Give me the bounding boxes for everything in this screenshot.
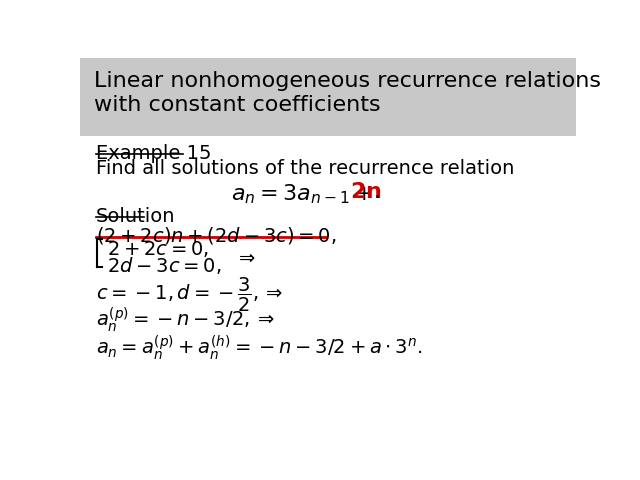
Text: $a_n = a_n^{(p)} + a_n^{(h)} = -n - 3/2 + a \cdot 3^n.$: $a_n = a_n^{(p)} + a_n^{(h)} = -n - 3/2 …	[95, 333, 422, 362]
FancyBboxPatch shape	[80, 58, 576, 136]
Text: $\mathbf{2n}$: $\mathbf{2n}$	[349, 182, 381, 203]
Text: $c = -1, d = -\dfrac{3}{2},\Rightarrow$: $c = -1, d = -\dfrac{3}{2},\Rightarrow$	[95, 276, 283, 314]
Text: $2 + 2c = 0,$: $2 + 2c = 0,$	[107, 239, 209, 259]
Text: $a_n = 3a_{n-1} + $: $a_n = 3a_{n-1} + $	[231, 182, 372, 206]
Text: Example 15: Example 15	[95, 144, 211, 163]
Text: $\Rightarrow$: $\Rightarrow$	[235, 248, 256, 267]
Text: $2d - 3c = 0,$: $2d - 3c = 0,$	[107, 255, 221, 276]
Text: $.$: $.$	[373, 182, 380, 203]
Text: $(2 + 2c)n + (2d - 3c) = 0,$: $(2 + 2c)n + (2d - 3c) = 0,$	[95, 226, 336, 246]
Text: Solution: Solution	[95, 207, 175, 226]
Text: Linear nonhomogeneous recurrence relations
with constant coefficients: Linear nonhomogeneous recurrence relatio…	[94, 72, 601, 115]
Text: $a_n^{(p)} = -n - 3/2,\Rightarrow$: $a_n^{(p)} = -n - 3/2,\Rightarrow$	[95, 306, 274, 334]
Text: Find all solutions of the recurrence relation: Find all solutions of the recurrence rel…	[95, 159, 514, 178]
